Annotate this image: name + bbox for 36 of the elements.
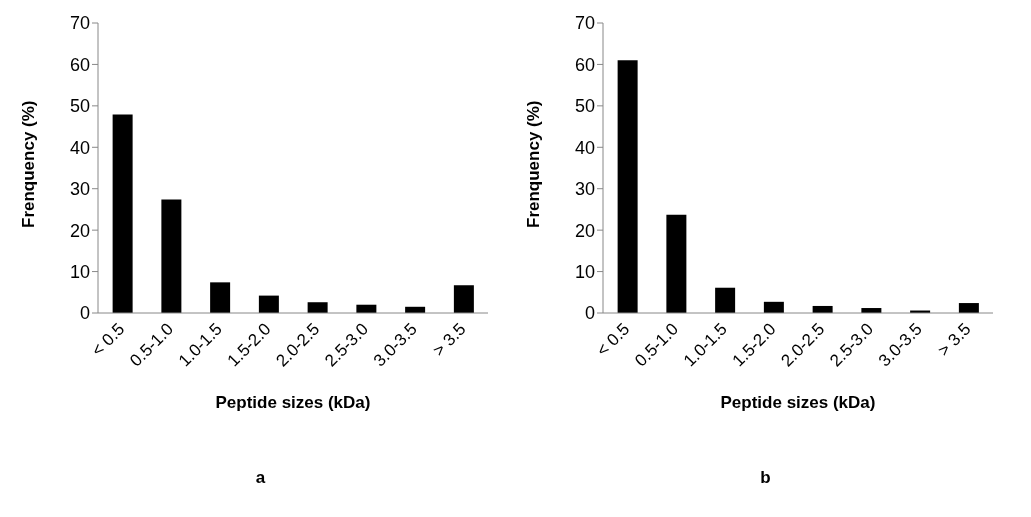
x-axis-title: Peptide sizes (kDa) [720, 393, 876, 412]
y-tick-label: 50 [574, 96, 595, 117]
bar [715, 287, 736, 313]
text: b [759, 468, 772, 488]
y-tick-label: 60 [574, 54, 595, 75]
bar [161, 199, 182, 313]
bar [666, 214, 687, 313]
bar [210, 282, 231, 313]
x-axis-title: Peptide sizes (kDa) [215, 393, 371, 412]
y-tick-label: 50 [69, 96, 90, 117]
y-tick-label: 30 [574, 179, 595, 200]
y-tick-label: 20 [574, 220, 595, 241]
bar [112, 114, 133, 313]
x-tick-label: < 0.5 [592, 319, 634, 361]
y-tick-label: 40 [574, 137, 595, 158]
bar [958, 303, 979, 313]
bar [307, 302, 328, 313]
bar [453, 285, 474, 313]
y-axis-title: Frenquency (%) [19, 100, 39, 228]
y-tick-label: 60 [69, 54, 90, 75]
y-tick-label: 0 [79, 303, 90, 324]
y-tick-label: 70 [69, 13, 90, 34]
x-tick-label: < 0.5 [87, 319, 129, 361]
bar [617, 60, 638, 313]
y-tick-label: 20 [69, 220, 90, 241]
x-tick-label: > 3.5 [934, 319, 975, 361]
y-axis-title: Frenquency (%) [524, 100, 544, 228]
y-tick-label: 30 [69, 179, 90, 200]
y-tick-label: 40 [69, 137, 90, 158]
y-tick-label: 10 [574, 261, 595, 282]
x-tick-label: > 3.5 [429, 319, 470, 361]
text: a [254, 468, 267, 488]
bar [258, 295, 279, 313]
y-tick-label: 70 [574, 13, 595, 34]
y-tick-label: 10 [69, 261, 90, 282]
y-tick-label: 0 [584, 303, 595, 324]
